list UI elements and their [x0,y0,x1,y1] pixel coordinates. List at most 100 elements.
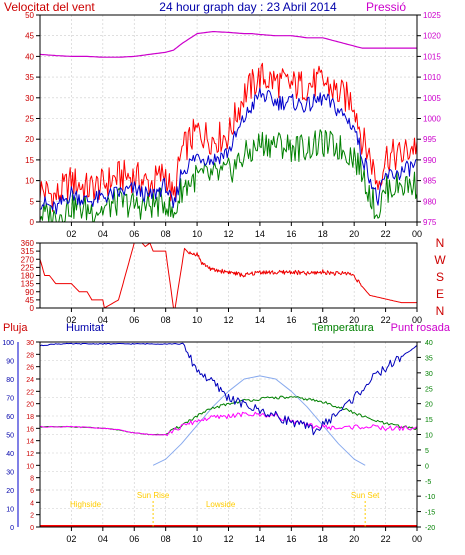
y-right-tick-label: 1005 [423,94,441,103]
y-tick-label: 25 [25,115,34,124]
y-right-tick-label: 1010 [423,73,441,82]
pressure-label: Pressió [366,0,406,14]
y-tick-label: 90 [25,288,34,297]
x-tick-label: 20 [349,229,359,239]
compass-letter: W [434,253,446,267]
rain-tick-label: 10 [26,463,34,470]
temperature-tick-label: -5 [425,479,431,486]
x-tick-label: 22 [381,534,391,544]
y-tick-label: 35 [25,73,34,82]
humidity-tick-label: 50 [6,433,14,440]
x-tick-label: 20 [349,534,359,544]
humidity-tick-label: 0 [10,525,14,532]
y-tick-label: 225 [21,263,35,272]
x-tick-label: 04 [98,315,108,325]
x-tick-label: 18 [318,315,328,325]
y-tick-label: 40 [25,52,34,61]
x-tick-label: 14 [255,534,265,544]
rain-tick-label: 6 [30,488,34,495]
annotation-label: Sun Rise [137,491,170,500]
x-tick-label: 18 [318,534,328,544]
x-tick-label: 10 [192,229,202,239]
rain-tick-label: 4 [30,500,34,507]
rain-tick-label: 12 [26,451,34,458]
temperature-tick-label: -15 [425,510,435,517]
y-tick-label: 135 [21,280,35,289]
humidity-tick-label: 70 [6,396,14,403]
compass-letter: E [436,287,444,301]
y-right-tick-label: 995 [423,135,437,144]
x-tick-label: 08 [161,229,171,239]
temperature-tick-label: 40 [425,340,433,347]
annotation-label: Sun Set [351,491,380,500]
x-tick-label: 00 [412,229,422,239]
temperature-tick-label: 5 [425,448,429,455]
x-tick-label: 22 [381,315,391,325]
temperature-tick-label: -20 [425,525,435,532]
temperature-tick-label: 10 [425,433,433,440]
humidity-tick-label: 80 [6,377,14,384]
y-tick-label: 5 [30,197,35,206]
y-tick-label: 30 [25,94,34,103]
y-right-tick-label: 990 [423,156,437,165]
compass-letter: N [436,304,445,318]
y-right-tick-label: 1025 [423,11,441,20]
x-tick-label: 04 [98,534,108,544]
x-tick-label: 12 [223,534,233,544]
y-tick-label: 180 [21,272,35,281]
x-tick-label: 06 [129,229,139,239]
x-tick-label: 20 [349,315,359,325]
dewpoint-series [39,411,418,437]
y-tick-label: 15 [25,156,34,165]
graph-title: 24 hour graph day : 23 Abril 2014 [159,0,337,14]
rain-tick-label: 14 [26,439,34,446]
y-tick-label: 50 [25,11,34,20]
temperature-tick-label: -10 [425,494,435,501]
y-right-tick-label: 1020 [423,32,441,41]
x-tick-label: 18 [318,229,328,239]
x-tick-label: 02 [66,315,76,325]
rain-tick-label: 0 [30,525,34,532]
annotation-label: Highside [70,500,102,509]
y-right-tick-label: 1015 [423,52,441,61]
rain-label: Pluja [3,322,28,334]
compass-letter: S [436,270,444,284]
rain-tick-label: 26 [26,365,34,372]
temperature-tick-label: 15 [425,417,433,424]
rain-tick-label: 28 [26,352,34,359]
humidity-label: Humitat [66,322,104,334]
x-tick-label: 06 [129,534,139,544]
rain-tick-label: 30 [26,340,34,347]
humidity-tick-label: 10 [6,507,14,514]
wind-average-series [39,87,418,215]
x-tick-label: 10 [192,315,202,325]
humidity-tick-label: 100 [2,340,14,347]
x-tick-label: 10 [192,534,202,544]
x-tick-label: 04 [98,229,108,239]
wind-gust-series [39,62,418,212]
x-tick-label: 08 [161,315,171,325]
y-right-tick-label: 1000 [423,115,441,124]
rain-tick-label: 16 [26,426,34,433]
rain-tick-label: 20 [26,402,34,409]
compass-letter: N [436,236,445,250]
dewpoint-label: Punt rosada [391,322,451,334]
wind-direction-series [39,242,417,309]
pressure-series [39,31,417,58]
temperature-tick-label: 25 [425,386,433,393]
y-tick-label: 20 [25,135,34,144]
y-tick-label: 0 [30,218,35,227]
y-right-tick-label: 985 [423,177,437,186]
y-right-tick-label: 980 [423,197,437,206]
x-tick-label: 14 [255,229,265,239]
x-tick-label: 22 [381,229,391,239]
humidity-tick-label: 90 [6,359,14,366]
temperature-tick-label: 30 [425,371,433,378]
humidity-tick-label: 30 [6,470,14,477]
humidity-tick-label: 40 [6,451,14,458]
y-tick-label: 270 [21,255,35,264]
x-tick-label: 14 [255,315,265,325]
series-layer [39,31,418,527]
